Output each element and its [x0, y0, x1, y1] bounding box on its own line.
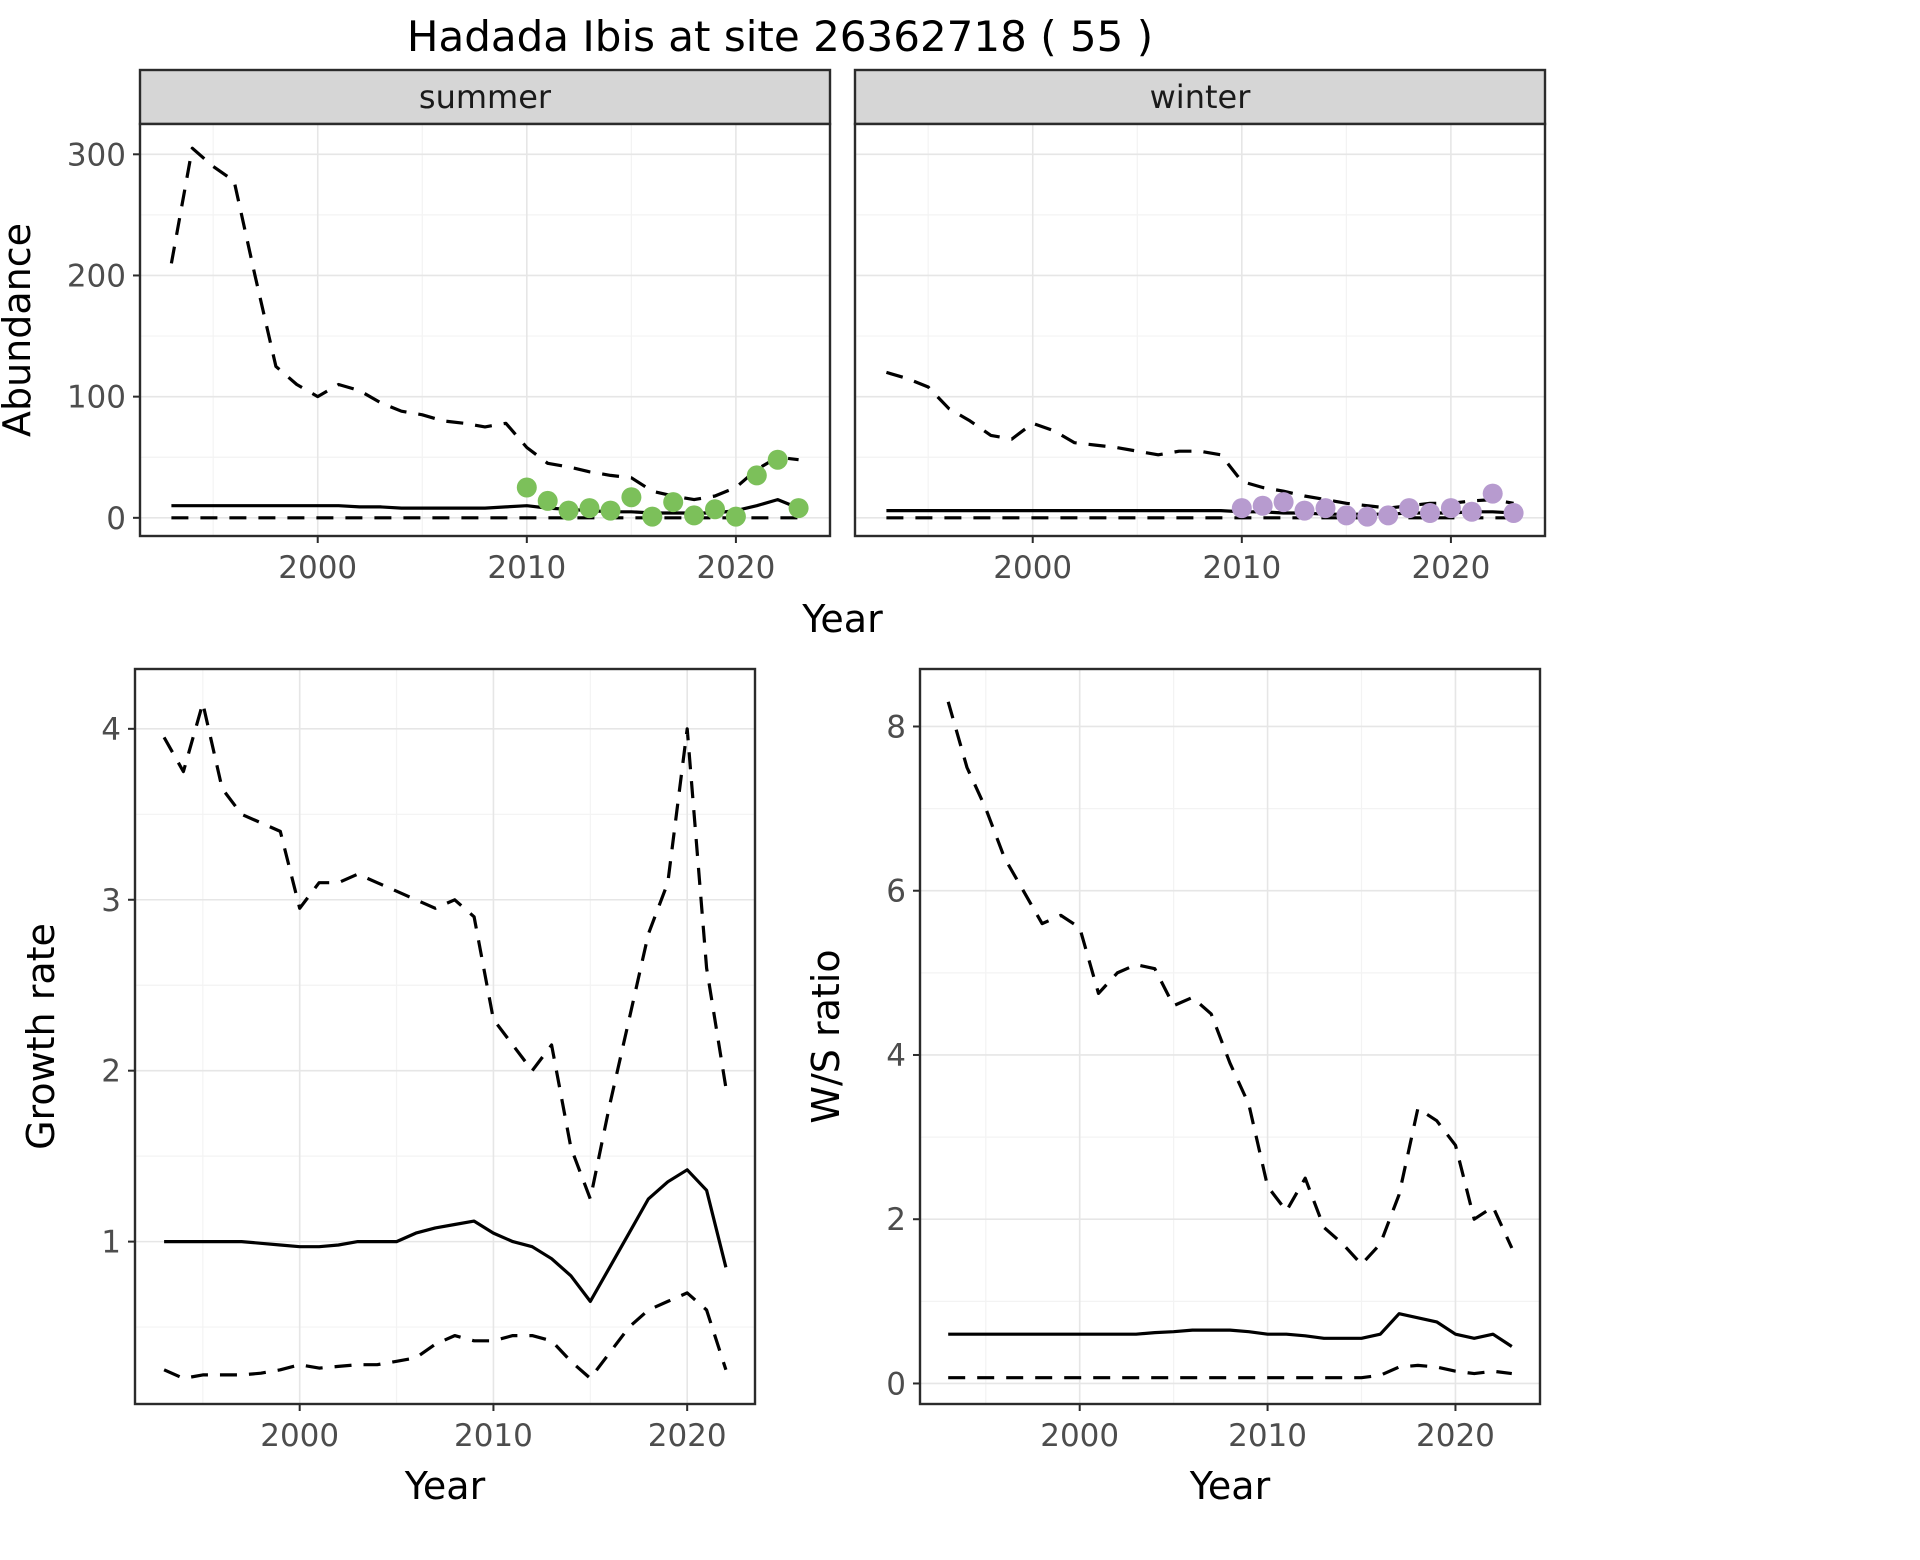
svg-text:2000: 2000: [993, 550, 1072, 586]
svg-text:2000: 2000: [1040, 1418, 1119, 1454]
ws-ratio-chart-svg: 0 2 4 6 8 2000 2010 2020 W/S ratio Year: [805, 667, 1542, 1508]
bottom-charts-row: 1 2 3 4 2000 2010 2020 Growth rate Year 0 2 4 6 8 200…: [0, 654, 1560, 1514]
svg-text:2000: 2000: [260, 1418, 339, 1454]
svg-text:200: 200: [67, 259, 126, 295]
abundance-chart-svg: summer winter 0 100 200 300 2000 2010 2020 2000 20…: [0, 68, 1547, 641]
svg-text:Year: Year: [404, 1464, 486, 1508]
svg-text:2010: 2010: [1228, 1418, 1307, 1454]
svg-text:1: 1: [101, 1225, 121, 1261]
svg-text:W/S ratio: W/S ratio: [805, 950, 848, 1124]
svg-text:2010: 2010: [1202, 550, 1281, 586]
svg-text:6: 6: [886, 874, 906, 910]
svg-text:Growth rate: Growth rate: [20, 923, 63, 1150]
svg-text:4: 4: [101, 712, 121, 748]
figure: Hadada Ibis at site 26362718 ( 55 ) summ…: [0, 12, 1560, 1514]
svg-text:Year: Year: [1189, 1464, 1271, 1508]
abundance-facet-chart: summer winter 0 100 200 300 2000 2010 2020 2000 20…: [0, 64, 1560, 644]
svg-text:4: 4: [886, 1038, 906, 1074]
svg-text:300: 300: [67, 137, 126, 173]
svg-text:Abundance: Abundance: [0, 223, 39, 437]
svg-text:2000: 2000: [278, 550, 357, 586]
svg-text:2: 2: [886, 1202, 906, 1238]
svg-text:2010: 2010: [487, 550, 566, 586]
svg-text:2020: 2020: [1411, 550, 1490, 586]
svg-text:2010: 2010: [454, 1418, 533, 1454]
svg-text:0: 0: [886, 1367, 906, 1403]
svg-text:2: 2: [101, 1054, 121, 1090]
figure-title: Hadada Ibis at site 26362718 ( 55 ): [406, 12, 1154, 61]
svg-text:summer: summer: [419, 78, 552, 116]
growth-rate-chart-svg: 1 2 3 4 2000 2010 2020 Growth rate Year: [20, 667, 757, 1508]
svg-text:8: 8: [886, 710, 906, 746]
svg-text:winter: winter: [1150, 78, 1252, 116]
svg-text:100: 100: [67, 380, 126, 416]
svg-text:3: 3: [101, 883, 121, 919]
svg-text:Year: Year: [801, 597, 883, 641]
svg-text:2020: 2020: [696, 550, 775, 586]
svg-text:2020: 2020: [648, 1418, 727, 1454]
svg-text:2020: 2020: [1416, 1418, 1495, 1454]
svg-text:0: 0: [106, 501, 126, 537]
